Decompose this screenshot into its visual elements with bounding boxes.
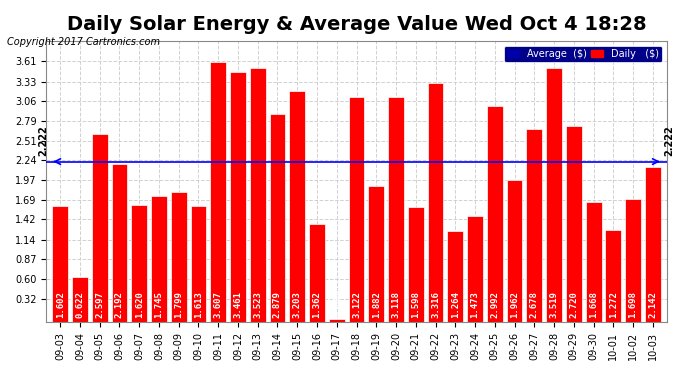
Bar bbox=[329, 319, 345, 322]
Text: 1.799: 1.799 bbox=[174, 291, 184, 318]
Text: 1.602: 1.602 bbox=[56, 291, 65, 318]
Bar bbox=[270, 114, 286, 322]
Text: 1.598: 1.598 bbox=[411, 291, 420, 318]
Text: 1.362: 1.362 bbox=[313, 291, 322, 318]
Text: 2.222: 2.222 bbox=[664, 125, 675, 156]
Text: 1.962: 1.962 bbox=[510, 291, 519, 318]
Text: 0.043: 0.043 bbox=[333, 291, 342, 318]
Text: 1.698: 1.698 bbox=[629, 291, 638, 318]
Text: 1.272: 1.272 bbox=[609, 291, 618, 318]
Text: 1.473: 1.473 bbox=[471, 291, 480, 318]
Bar bbox=[586, 202, 602, 322]
Text: 1.668: 1.668 bbox=[589, 291, 598, 318]
Bar bbox=[348, 97, 364, 322]
Bar bbox=[506, 180, 522, 322]
Text: 2.192: 2.192 bbox=[115, 291, 124, 318]
Text: 2.720: 2.720 bbox=[569, 291, 578, 318]
Bar bbox=[368, 186, 384, 322]
Text: 3.122: 3.122 bbox=[352, 291, 361, 318]
Text: 3.519: 3.519 bbox=[550, 291, 559, 318]
Bar bbox=[250, 68, 266, 322]
Bar bbox=[408, 207, 424, 322]
Text: 1.264: 1.264 bbox=[451, 291, 460, 318]
Bar bbox=[131, 205, 147, 322]
Bar bbox=[645, 167, 661, 322]
Bar bbox=[546, 68, 562, 322]
Text: 3.316: 3.316 bbox=[431, 291, 440, 318]
Text: 2.678: 2.678 bbox=[530, 291, 539, 318]
Bar bbox=[309, 224, 325, 322]
Text: 3.118: 3.118 bbox=[391, 291, 400, 318]
Text: 0.622: 0.622 bbox=[75, 291, 84, 318]
Bar bbox=[52, 206, 68, 322]
Bar bbox=[92, 135, 108, 322]
Text: Copyright 2017 Cartronics.com: Copyright 2017 Cartronics.com bbox=[7, 37, 160, 47]
Text: 2.879: 2.879 bbox=[273, 291, 282, 318]
Bar bbox=[428, 82, 444, 322]
Text: 1.882: 1.882 bbox=[372, 291, 381, 318]
Bar bbox=[467, 216, 483, 322]
Text: 3.461: 3.461 bbox=[233, 291, 242, 318]
Text: 1.613: 1.613 bbox=[194, 291, 203, 318]
Text: 3.607: 3.607 bbox=[214, 291, 223, 318]
Bar bbox=[171, 192, 186, 322]
Bar bbox=[289, 91, 305, 322]
Text: 2.222: 2.222 bbox=[39, 125, 48, 156]
Bar bbox=[388, 97, 404, 322]
Bar bbox=[230, 72, 246, 322]
Bar bbox=[190, 206, 206, 322]
Bar bbox=[625, 200, 641, 322]
Text: 2.597: 2.597 bbox=[95, 291, 104, 318]
Text: 3.203: 3.203 bbox=[293, 291, 302, 318]
Bar bbox=[487, 106, 503, 322]
Text: 1.620: 1.620 bbox=[135, 291, 144, 318]
Bar bbox=[447, 231, 463, 322]
Text: 2.992: 2.992 bbox=[491, 291, 500, 318]
Text: 3.523: 3.523 bbox=[253, 291, 262, 318]
Text: 2.142: 2.142 bbox=[649, 291, 658, 318]
Bar bbox=[72, 277, 88, 322]
Title: Daily Solar Energy & Average Value Wed Oct 4 18:28: Daily Solar Energy & Average Value Wed O… bbox=[67, 15, 647, 34]
Bar bbox=[605, 230, 621, 322]
Legend: Average  ($), Daily   ($): Average ($), Daily ($) bbox=[504, 46, 662, 62]
Bar bbox=[526, 129, 542, 322]
Bar bbox=[566, 126, 582, 322]
Bar bbox=[112, 164, 128, 322]
Text: 1.745: 1.745 bbox=[155, 291, 164, 318]
Bar bbox=[151, 196, 167, 322]
Bar bbox=[210, 62, 226, 322]
